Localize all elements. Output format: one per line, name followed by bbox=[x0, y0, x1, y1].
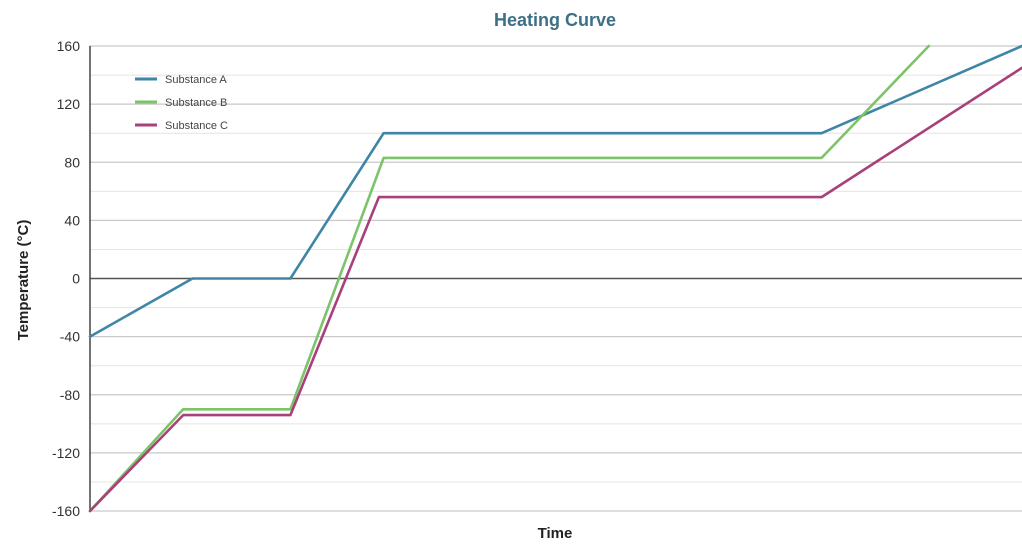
legend-label-2: Substance B bbox=[165, 97, 227, 109]
y-tick-label: -80 bbox=[60, 387, 80, 403]
y-tick-label: 40 bbox=[64, 212, 80, 228]
y-axis-label: Temperature (°C) bbox=[15, 220, 32, 341]
series-line-2 bbox=[88, 44, 931, 513]
legend: Substance A Substance B Substance C bbox=[135, 74, 228, 132]
series-line-1 bbox=[88, 44, 1022, 338]
y-tick-label: 160 bbox=[57, 38, 81, 54]
y-tick-label: 0 bbox=[72, 271, 80, 287]
x-axis-label: Time bbox=[538, 525, 573, 542]
y-tick-label: 120 bbox=[57, 96, 81, 112]
axis-layer: 160 120 80 40 0 -40 -80 -120 -160 bbox=[52, 38, 1022, 519]
series-layer bbox=[88, 44, 1022, 513]
series-line-3 bbox=[88, 66, 1022, 513]
y-tick-label: -160 bbox=[52, 503, 80, 519]
y-tick-label: -40 bbox=[60, 329, 80, 345]
y-tick-label: 80 bbox=[64, 154, 80, 170]
grid-layer bbox=[90, 45, 1022, 512]
y-tick-label: -120 bbox=[52, 445, 80, 461]
legend-label-1: Substance A bbox=[165, 74, 227, 86]
chart-title: Heating Curve bbox=[494, 10, 616, 30]
legend-label-3: Substance C bbox=[165, 120, 228, 132]
